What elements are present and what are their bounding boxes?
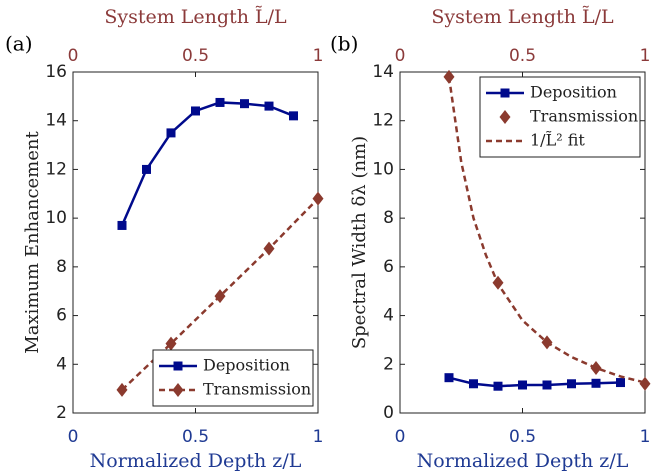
data-point (518, 380, 527, 390)
data-point (166, 128, 176, 138)
data-point (591, 378, 601, 388)
y-tick-label: 10 (372, 159, 394, 179)
data-point (616, 378, 625, 388)
legend-label: Deposition (203, 356, 290, 375)
data-point (444, 373, 454, 383)
legend-box (152, 349, 314, 407)
data-point (117, 220, 127, 230)
data-point (214, 289, 226, 304)
y-tick-label: 16 (45, 62, 67, 82)
data-point (567, 379, 576, 389)
data-point (493, 381, 503, 391)
data-point (264, 101, 274, 111)
y-tick-label: 6 (383, 257, 394, 277)
y-tick-label: 4 (383, 306, 394, 326)
x2-tick-label: 0.5 (509, 46, 536, 66)
data-point (469, 379, 478, 389)
legend-label: Transmission (203, 380, 311, 399)
data-point (215, 97, 225, 107)
x2-tick-label: 1 (640, 46, 651, 66)
data-point (312, 191, 324, 206)
y-tick-label: 8 (383, 208, 394, 228)
y-tick-label: 14 (372, 62, 394, 82)
x2-axis-label: System Length L̃/L (104, 6, 287, 28)
data-point (165, 336, 177, 351)
y-tick-label: 10 (45, 208, 67, 228)
x-tick-label: 1 (313, 427, 324, 447)
data-point (542, 380, 552, 390)
data-point (263, 241, 275, 256)
y-tick-label: 4 (56, 354, 67, 374)
legend-label: Deposition (530, 83, 617, 102)
data-point (639, 376, 651, 391)
y-tick-label: 12 (372, 111, 394, 131)
legend-marker (172, 383, 184, 397)
y-tick-label: 2 (383, 354, 394, 374)
data-point (116, 382, 128, 397)
y-tick-label: 12 (45, 159, 67, 179)
legend-label: Transmission (530, 107, 638, 126)
x-axis-label: Normalized Depth z/L (417, 450, 629, 472)
legend-marker (173, 361, 183, 371)
series-line (447, 76, 646, 384)
panel-label: (b) (330, 32, 358, 56)
legend-marker (499, 110, 511, 124)
x-tick-label: 0.5 (509, 427, 536, 447)
legend-label: 1/L̃² fit (530, 131, 585, 150)
x-tick-label: 0 (68, 427, 79, 447)
x-tick-label: 1 (640, 427, 651, 447)
data-point (191, 106, 200, 116)
x2-axis-label: System Length L̃/L (431, 6, 614, 28)
y-tick-label: 8 (56, 257, 67, 277)
legend-marker (500, 88, 510, 98)
x2-tick-label: 1 (313, 46, 324, 66)
x2-tick-label: 0.5 (182, 46, 209, 66)
y-tick-label: 6 (56, 306, 67, 326)
x2-tick-label: 0 (395, 46, 406, 66)
x-tick-label: 0.5 (182, 427, 209, 447)
data-point (240, 99, 249, 109)
y-tick-label: 14 (45, 111, 67, 131)
panel-label: (a) (5, 32, 33, 56)
x-tick-label: 0 (395, 427, 406, 447)
series-line (120, 101, 294, 226)
x2-tick-label: 0 (68, 46, 79, 66)
y-axis-label: Maximum Enhancement (22, 131, 43, 354)
y-tick-label: 0 (383, 403, 394, 423)
y-tick-label: 2 (56, 403, 67, 423)
y-axis-label: Spectral Width δλ (nm) (349, 136, 370, 349)
x-axis-label: Normalized Depth z/L (90, 450, 302, 472)
data-point (142, 164, 151, 174)
data-point (289, 111, 298, 121)
